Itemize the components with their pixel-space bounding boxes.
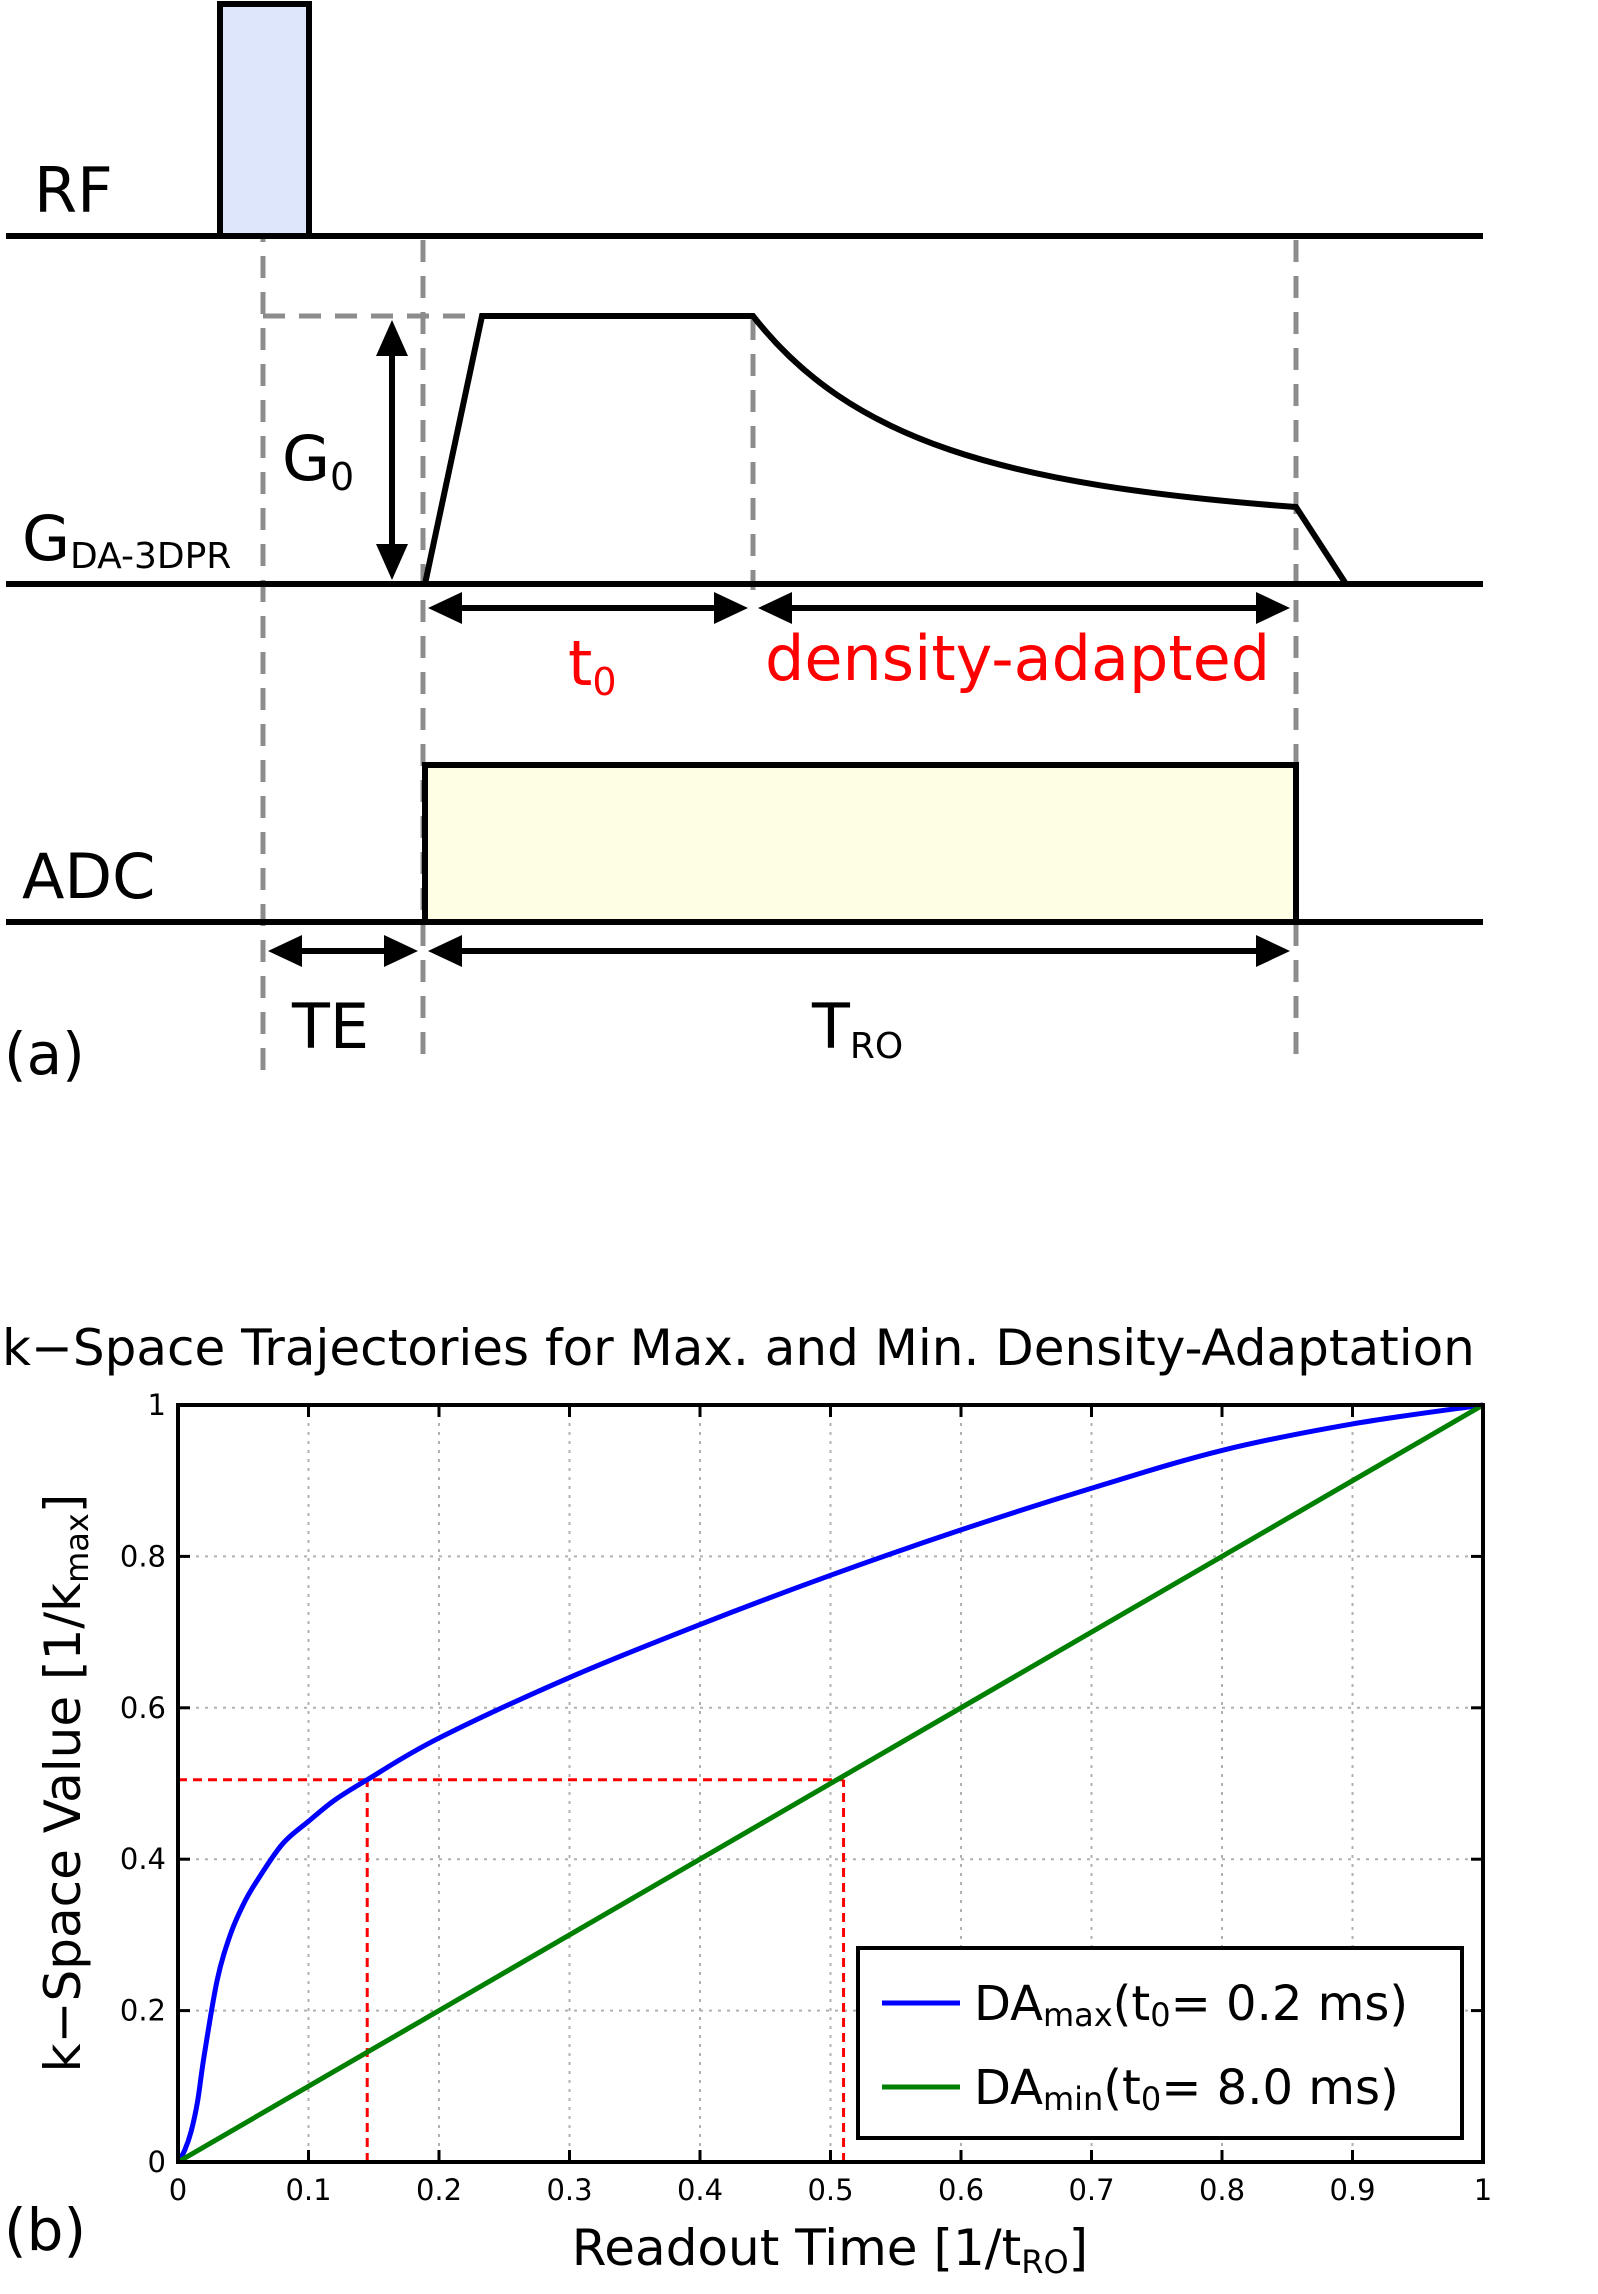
chart-series <box>175 1402 1485 2165</box>
tro-arrow-head-right <box>1256 935 1290 967</box>
legend-damin-sub2: 0 <box>1141 2080 1161 2118</box>
x-tick-label: 0.4 <box>677 2173 723 2207</box>
te-arrow-head-right <box>384 935 418 967</box>
legend-damax-suffix: = 0.2 ms) <box>1171 1976 1409 2032</box>
chart-grid <box>178 1405 1483 2162</box>
t0-label-sub: 0 <box>592 660 616 704</box>
tro-arrow-head-left <box>428 935 462 967</box>
legend-damax-sub: max <box>1043 1996 1113 2034</box>
legend-damax-mid: (t <box>1113 1976 1151 2032</box>
chart-legend: DAmax(t0= 0.2 ms) DAmin(t0= 8.0 ms) <box>856 1946 1464 2140</box>
gradient-label: GDA-3DPR <box>22 502 231 577</box>
x-tick-label: 1 <box>1474 2173 1492 2207</box>
x-axis-label: Readout Time [1/tRO] <box>572 2219 1088 2281</box>
chart-ticks: 0 0.1 0.2 0.3 0.4 0.5 0.6 0.7 0.8 0.9 1 0 0.2 0.4 0.6 0… <box>120 1388 1492 2207</box>
timing-guides <box>260 4 1299 1082</box>
x-axis-label-sub: RO <box>1021 2243 1068 2281</box>
y-tick-label: 0 <box>148 2145 166 2179</box>
x-tick-label: 0 <box>169 2173 187 2207</box>
y-axis-label-end: ] <box>34 1494 92 1514</box>
y-tick-label: 0.4 <box>120 1842 166 1876</box>
adc-window <box>422 762 1299 925</box>
density-adapted-arrow-head-left <box>758 592 792 624</box>
t0-arrow <box>428 592 748 624</box>
g0-arrow-head-down <box>376 544 408 580</box>
rf-pulse <box>217 1 312 239</box>
gradient-waveform <box>422 313 1349 586</box>
g0-label-main: G <box>282 422 330 495</box>
density-adapted-label: density-adapted <box>765 622 1270 695</box>
x-tick-label: 0.6 <box>938 2173 984 2207</box>
x-tick-label: 0.1 <box>285 2173 331 2207</box>
x-axis-label-end: ] <box>1069 2219 1089 2277</box>
sequence-diagram: RF GDA-3DPR G0 t0 density-adapted ADC <box>4 1 1483 1088</box>
y-tick-label: 0.6 <box>120 1691 166 1725</box>
y-axis-label-main: k−Space Value [1/k <box>34 1583 92 2072</box>
g0-label-sub: 0 <box>330 455 354 499</box>
panel-a-label: (a) <box>4 1020 85 1088</box>
tro-label-main: T <box>811 990 851 1063</box>
y-axis-label-sub: max <box>58 1513 96 1583</box>
legend-damin-suffix: = 8.0 ms) <box>1161 2060 1399 2116</box>
legend-damin-sub: min <box>1043 2080 1103 2118</box>
legend-damax-sub2: 0 <box>1150 1996 1170 2034</box>
y-tick-label: 1 <box>148 1388 166 1422</box>
g0-label: G0 <box>282 422 354 499</box>
adc-label: ADC <box>22 840 155 913</box>
x-tick-label: 0.5 <box>807 2173 853 2207</box>
y-axis-label: k−Space Value [1/kmax] <box>34 1494 96 2073</box>
rf-label: RF <box>34 154 113 227</box>
te-arrow-head-left <box>268 935 302 967</box>
legend-box <box>856 1946 1464 2140</box>
gradient-label-main: G <box>22 502 70 575</box>
density-adapted-arrow-head-right <box>1256 592 1290 624</box>
t0-label: t0 <box>568 627 617 704</box>
t0-arrow-head-left <box>428 592 462 624</box>
tro-arrow <box>428 935 1290 967</box>
tro-label: TRO <box>811 990 903 1067</box>
te-arrow <box>268 935 418 967</box>
density-adapted-arrow <box>758 592 1290 624</box>
y-tick-label: 0.8 <box>120 1539 166 1573</box>
legend-entry-damax: DAmax(t0= 0.2 ms) <box>974 1976 1408 2034</box>
t0-label-main: t <box>568 627 592 700</box>
trajectory-chart: k−Space Trajectories for Max. and Min. D… <box>2 1319 1492 2281</box>
tro-label-sub: RO <box>850 1026 903 1067</box>
x-tick-label: 0.3 <box>546 2173 592 2207</box>
y-tick-label: 0.2 <box>120 1994 166 2028</box>
x-axis-label-main: Readout Time [1/t <box>572 2219 1021 2277</box>
panel-b-label: (b) <box>4 2196 86 2264</box>
series-line-damax <box>175 1402 1484 2164</box>
legend-damin-prefix: DA <box>974 2060 1043 2116</box>
g0-arrow-head-up <box>376 320 408 356</box>
chart-title: k−Space Trajectories for Max. and Min. D… <box>2 1319 1475 1377</box>
x-tick-label: 0.8 <box>1199 2173 1245 2207</box>
g0-arrow <box>376 320 408 580</box>
gradient-label-sub: DA-3DPR <box>70 536 231 577</box>
x-tick-label: 0.2 <box>416 2173 462 2207</box>
legend-damax-prefix: DA <box>974 1976 1043 2032</box>
te-label: TE <box>291 990 369 1063</box>
x-tick-label: 0.9 <box>1329 2173 1375 2207</box>
legend-damin-mid: (t <box>1103 2060 1141 2116</box>
t0-arrow-head-right <box>714 592 748 624</box>
chart-red-guides <box>178 1778 846 2162</box>
series-line-damin <box>176 1402 1485 2165</box>
x-tick-label: 0.7 <box>1068 2173 1114 2207</box>
legend-entry-damin: DAmin(t0= 8.0 ms) <box>974 2060 1399 2118</box>
